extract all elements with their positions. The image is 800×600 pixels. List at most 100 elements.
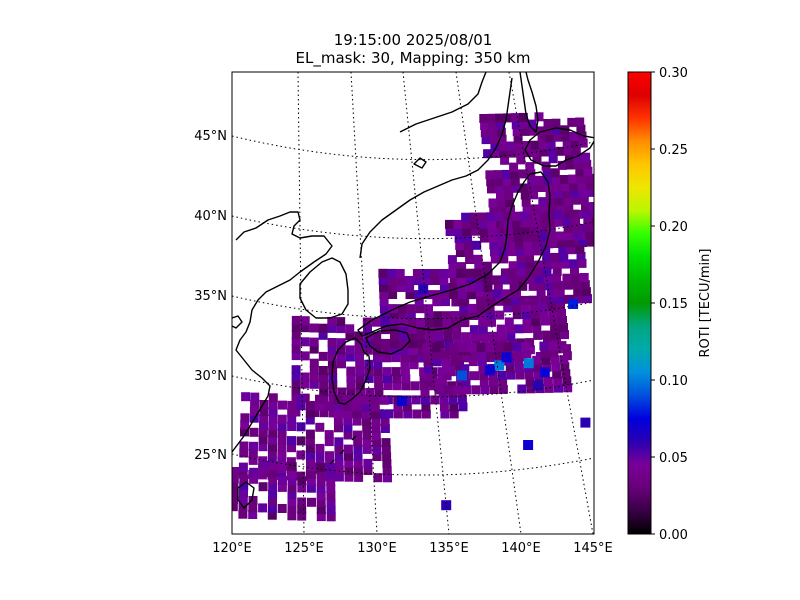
roti-cell [480,233,489,243]
roti-cell [594,230,603,239]
roti-cell [463,233,473,243]
roti-cell [492,289,502,299]
roti-cell [459,311,469,321]
roti-cell [477,357,487,366]
roti-cell [479,332,489,341]
roti-cell [232,481,239,491]
roti-cell [501,169,511,179]
roti-cell [390,339,400,348]
roti-cell [449,409,459,419]
roti-cell [506,370,516,380]
roti-cell [587,187,594,197]
roti-cell [495,120,505,130]
roti-cell [355,359,365,369]
roti-cell [552,369,562,379]
roti-cell [516,155,526,165]
roti-cell [512,218,522,228]
roti-cell [453,219,463,229]
roti-cell [378,275,388,285]
roti-cell [249,427,259,437]
roti-cell [319,387,329,397]
roti-cell [545,217,555,227]
roti-cell [507,247,517,257]
roti-cell [334,437,344,447]
roti-cell [547,147,557,157]
roti-cell [309,344,319,354]
roti-hotspot [539,367,550,378]
roti-cell [487,226,497,236]
roti-cell [372,452,382,461]
roti-cell [354,331,364,341]
roti-cell [507,148,517,158]
cb-tick-2: 0.10 [659,374,688,389]
roti-cell [268,496,277,506]
roti-cell [391,367,401,377]
roti-cell [424,378,434,388]
roti-cell [287,415,297,424]
roti-cell [345,352,355,362]
roti-cell [497,134,507,144]
roti-cell [525,267,535,277]
roti-cell [470,332,480,342]
meridian-125E [297,72,305,534]
roti-cell [471,385,481,395]
roti-cell [525,162,535,172]
roti-cell [474,282,484,292]
roti-cell [336,352,346,362]
roti-cell [548,154,558,164]
roti-cell [475,276,485,285]
roti-cell [477,350,487,359]
roti-cell [443,385,453,395]
roti-cell [391,353,401,363]
y-tick-30n: 30°N [194,369,227,384]
roti-hotspot [396,396,407,407]
roti-cell [336,324,346,334]
roti-cell [258,435,268,445]
roti-cell [459,304,469,313]
roti-cell [352,402,362,412]
roti-cell [324,430,334,440]
roti-cell [531,211,541,221]
roti-cell [561,132,571,142]
roti-cell [346,387,356,397]
meridian-145E [508,72,594,534]
roti-cell [343,444,353,454]
roti-cell [542,330,552,340]
roti-cell [343,430,353,440]
roti-cell [404,276,414,285]
roti-cell [543,274,553,283]
roti-cell [450,357,460,367]
roti-cell [499,254,509,264]
roti-cell [421,409,431,419]
roti-cell [559,355,569,365]
roti-cell [398,317,408,327]
roti-cell [305,436,315,446]
roti-cell [306,469,316,479]
roti-cell [287,490,297,500]
roti-cell [432,297,442,307]
roti-cell [504,226,514,235]
roti-cell [403,409,413,419]
roti-cell [393,402,403,412]
roti-cell [525,253,534,263]
roti-cell [248,496,258,505]
roti-cell [448,262,458,272]
roti-cell [232,488,239,498]
roti-cell [326,498,336,508]
roti-cell [277,471,287,480]
roti-cell [458,402,468,412]
roti-cell [543,175,553,185]
roti-hotspot [523,358,534,369]
roti-cell [552,273,562,283]
roti-cell [344,472,354,482]
roti-cell [395,269,405,278]
roti-cell [365,388,375,397]
roti-cell [539,309,549,319]
roti-cell [424,318,434,327]
roti-cell [578,238,588,247]
roti-cell [305,408,315,418]
roti-cell [552,182,562,192]
roti-cell [413,276,423,286]
roti-cell [465,255,475,264]
roti-cell [259,414,269,423]
